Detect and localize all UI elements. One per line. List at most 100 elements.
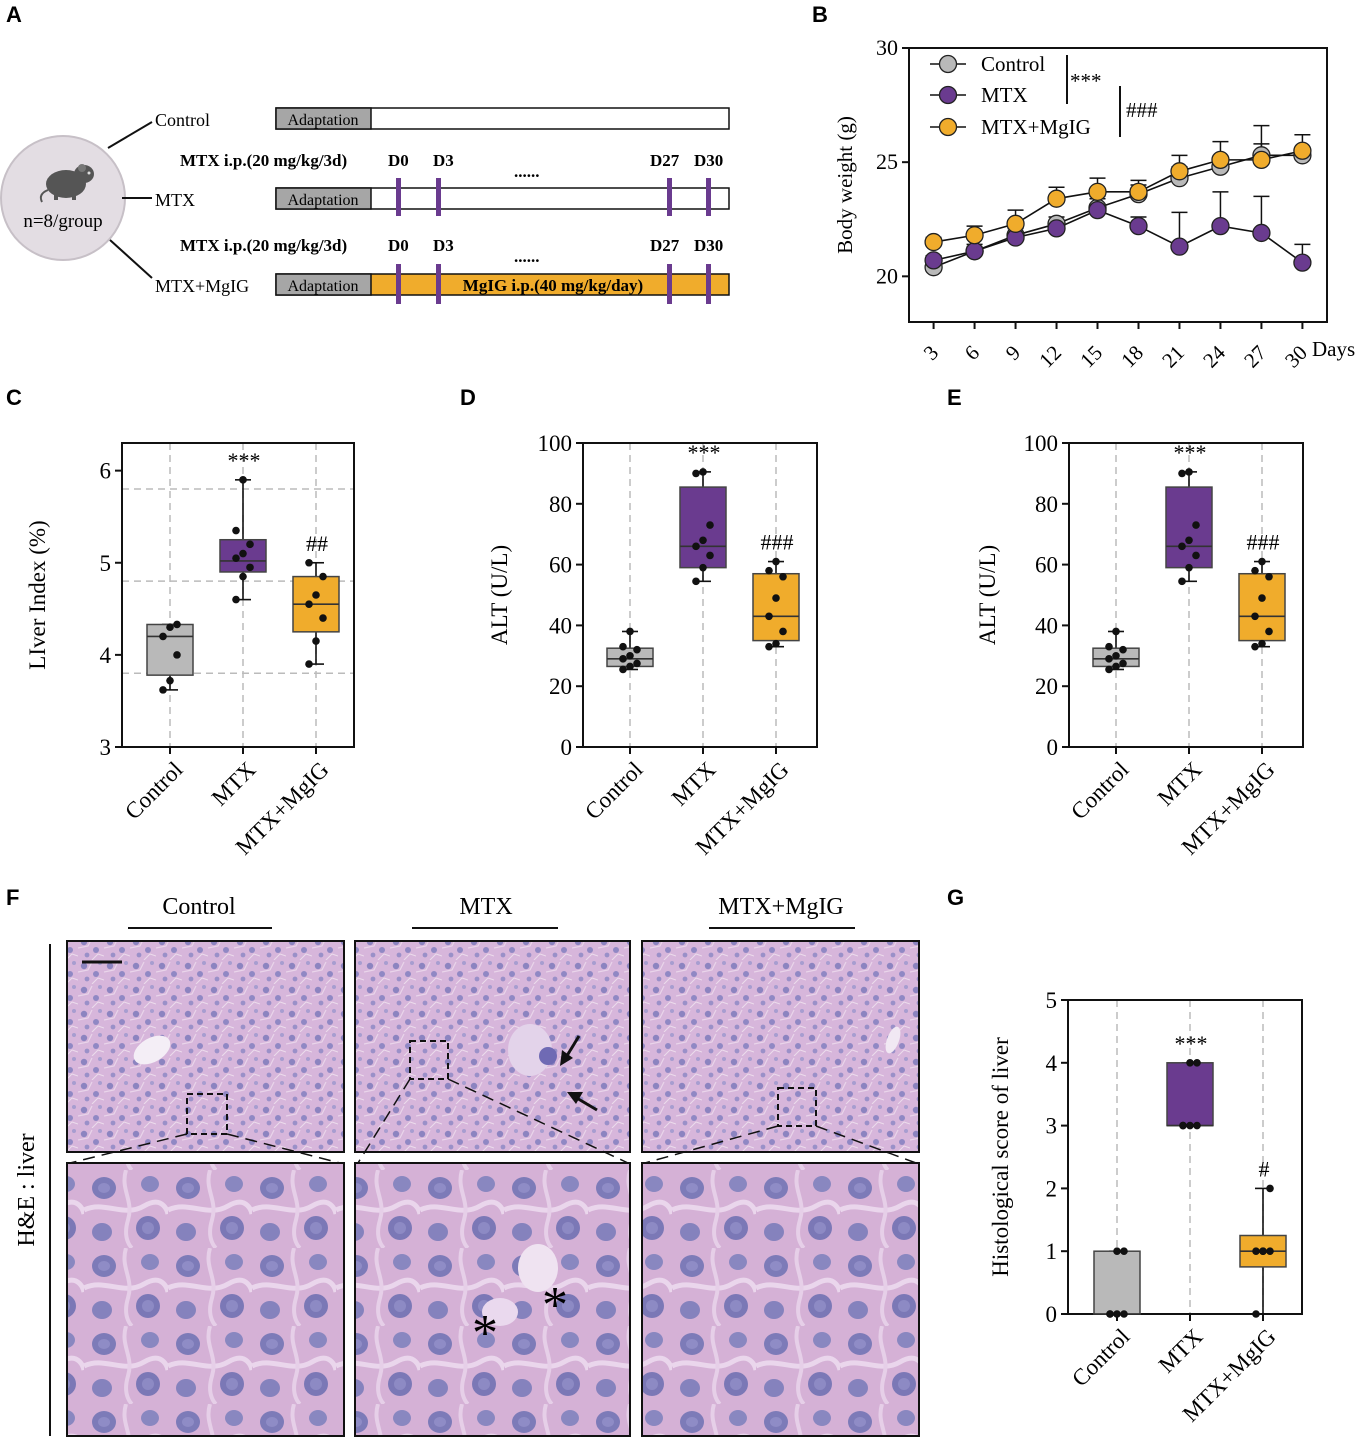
data-point <box>305 660 313 668</box>
data-point <box>312 637 320 645</box>
he-image-mtx-low <box>354 940 631 1153</box>
day-d3-mtx: D3 <box>433 151 454 170</box>
adaptation-block-mtx <box>275 187 372 210</box>
he-image-mgig-low <box>641 940 920 1153</box>
zoom-box-mgig <box>777 1087 817 1127</box>
y-tick-label: 80 <box>1035 492 1058 517</box>
day-d30-mgig: D30 <box>694 236 723 255</box>
y-axis-label: LIver Index (%) <box>25 520 50 669</box>
inflammation-area-mtx <box>508 1024 552 1076</box>
data-point <box>1179 1121 1187 1130</box>
data-point <box>319 572 327 581</box>
y-tick-label: 2 <box>1046 1176 1058 1201</box>
data-point <box>173 651 181 659</box>
x-tick-label: 30 <box>1280 341 1312 373</box>
x-tick-label: MTX <box>207 757 261 811</box>
x-tick-label: 15 <box>1075 341 1107 373</box>
data-point <box>1006 214 1025 233</box>
asterisk-mark-2: * <box>542 1277 568 1334</box>
series-line-0 <box>933 154 1303 268</box>
sig-mark: *** <box>1175 1031 1208 1056</box>
y-axis-label: ALT (U/L) <box>975 545 1000 645</box>
data-point <box>1113 1247 1121 1255</box>
data-point <box>1129 216 1148 236</box>
data-point <box>1192 551 1200 560</box>
box <box>146 623 194 676</box>
asterisk-mark-1: * <box>472 1305 498 1362</box>
plot-frame <box>908 47 1328 323</box>
data-point <box>166 623 174 632</box>
x-tick-label: Control <box>580 757 647 824</box>
vacuole-mtx-2 <box>482 1298 518 1326</box>
injection-tick-d27-mtx <box>667 178 672 216</box>
data-point <box>1186 1121 1194 1130</box>
zoom-guide-mgig-left <box>644 1125 779 1164</box>
data-point <box>633 659 641 668</box>
data-point <box>692 542 700 551</box>
data-point <box>706 551 714 560</box>
data-point <box>239 549 247 558</box>
data-point <box>1251 566 1259 575</box>
panel-a-timeline: A n=8/group Control MTX MTX+MgIG Adaptat… <box>0 2 730 304</box>
x-tick-label: 24 <box>1198 340 1230 372</box>
data-point <box>1047 219 1066 238</box>
adaptation-label-mgig: Adaptation <box>287 278 358 295</box>
ellipsis-mgig: ...... <box>514 247 540 266</box>
data-point <box>1252 223 1271 243</box>
data-point <box>1088 200 1107 220</box>
adaptation-label-control: Adaptation <box>287 112 358 129</box>
legend-marker <box>938 54 958 74</box>
data-point <box>1265 627 1273 636</box>
data-point <box>1265 572 1273 581</box>
ellipsis-mtx: ...... <box>514 162 540 181</box>
data-point <box>159 686 167 694</box>
y-tick-label: 30 <box>876 35 898 60</box>
panel-f-histology: F Control MTX MTX+MgIG H&E : liver <box>6 885 920 1437</box>
y-tick-label: 60 <box>1035 553 1058 578</box>
data-point <box>232 526 240 535</box>
data-point <box>239 476 247 484</box>
data-point <box>1119 659 1127 668</box>
legend-label: MTX <box>981 83 1028 107</box>
arrow-icon-lower <box>567 1092 598 1112</box>
y-tick-label: 3 <box>100 735 112 760</box>
y-tick-label: 1 <box>1046 1239 1058 1264</box>
data-point <box>619 655 627 663</box>
y-tick-label: 40 <box>549 613 572 638</box>
data-point <box>1106 1310 1114 1318</box>
group-title-control: Control <box>162 894 236 920</box>
he-image-control-low <box>66 940 345 1153</box>
data-point <box>1170 237 1189 256</box>
data-point <box>1251 642 1259 651</box>
arrow-icon-upper <box>560 1035 581 1066</box>
sig-mark: *** <box>688 440 721 465</box>
injection-tick-d3-mtx <box>436 178 441 216</box>
data-point <box>1185 563 1193 572</box>
y-tick-label: 3 <box>1046 1114 1058 1139</box>
data-point <box>1120 1247 1128 1255</box>
sig-mark-1: *** <box>1070 69 1102 93</box>
legend-label: Control <box>981 52 1045 76</box>
data-point <box>965 242 984 261</box>
data-point <box>1193 1121 1201 1130</box>
data-point <box>772 639 780 648</box>
adaptation-block-control <box>275 107 372 130</box>
he-liver-label: H&E : liver <box>14 1133 40 1246</box>
sig-mark: # <box>1259 1156 1270 1181</box>
data-point <box>246 563 254 572</box>
y-tick-label: 20 <box>549 674 572 699</box>
x-tick-label: MTX <box>667 757 721 811</box>
x-tick-label: 18 <box>1116 341 1148 373</box>
group-title-mgig: MTX+MgIG <box>718 894 844 920</box>
data-point <box>965 226 984 245</box>
data-point <box>772 594 780 602</box>
zoom-guide-control-right <box>226 1133 341 1164</box>
data-point <box>1259 1247 1267 1255</box>
day-d0-mgig: D0 <box>388 236 409 255</box>
sig-mark: ## <box>306 531 328 556</box>
data-point <box>1185 468 1193 476</box>
data-point <box>1211 216 1230 236</box>
group-size-text: n=8/group <box>23 211 102 232</box>
